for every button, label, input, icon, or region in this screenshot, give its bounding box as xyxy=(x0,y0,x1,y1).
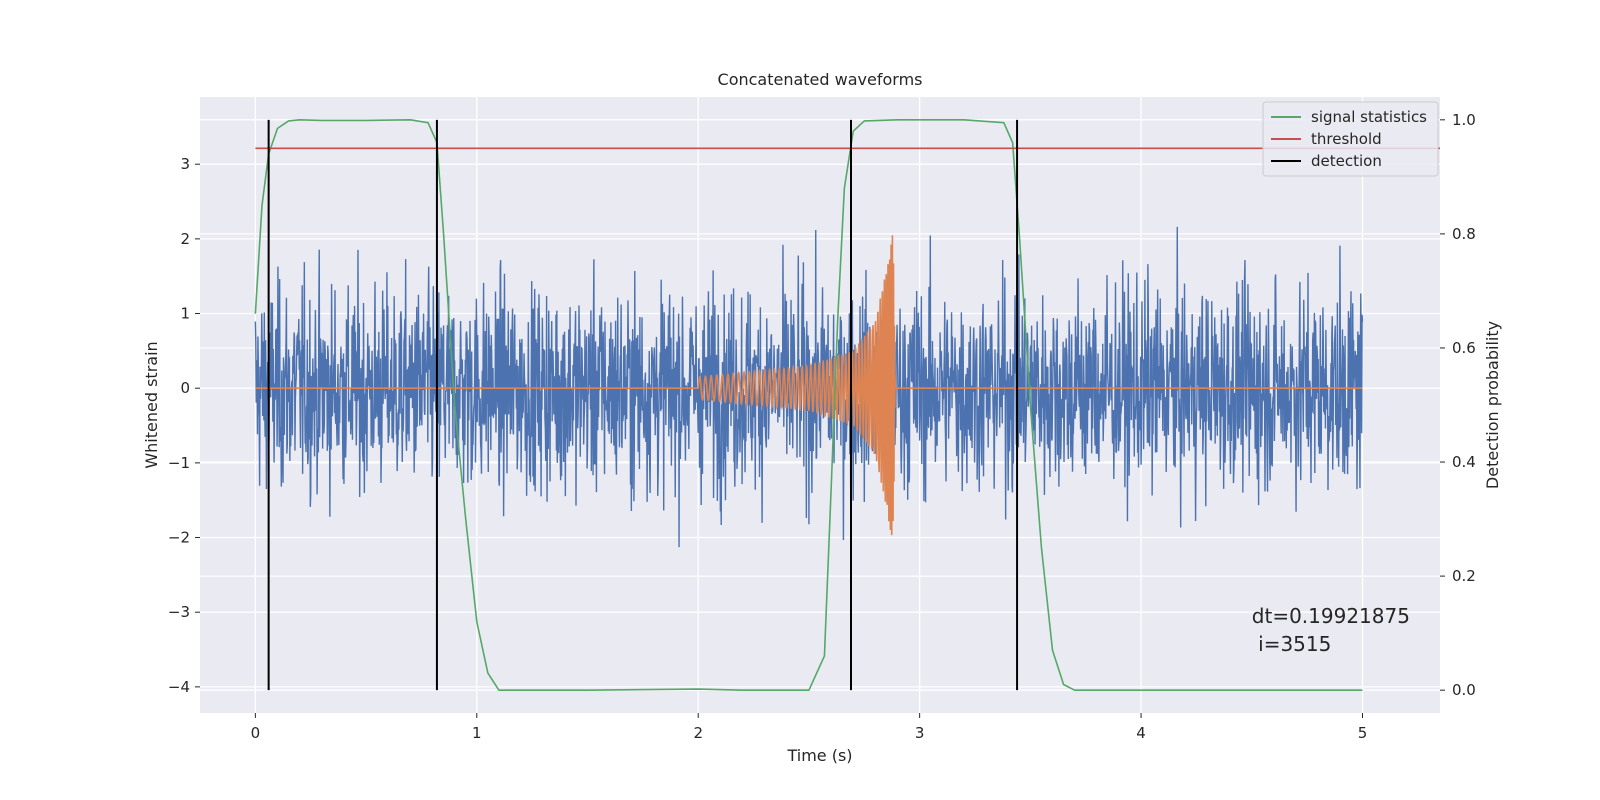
series-whitened-strain xyxy=(254,226,1364,548)
annotation-index: i=3515 xyxy=(1252,632,1332,656)
x-tick-label: 4 xyxy=(1136,724,1146,742)
legend-box xyxy=(1262,101,1439,177)
y-tick-label: −2 xyxy=(168,529,190,547)
series-layer xyxy=(254,119,1440,691)
y-tick-label: −1 xyxy=(168,454,190,472)
series-chirp-template xyxy=(255,235,1363,536)
y2-tick-label: 1.0 xyxy=(1452,111,1476,129)
x-tick-label: 5 xyxy=(1358,724,1368,742)
legend-label: threshold xyxy=(1311,130,1382,148)
y2-tick-label: 0.8 xyxy=(1452,225,1476,243)
series-signal-statistics xyxy=(254,119,1363,691)
y-tick-label: 0 xyxy=(180,379,190,397)
y2-tick-label: 0.6 xyxy=(1452,339,1476,357)
y2-tick-label: 0.0 xyxy=(1452,681,1476,699)
annotation-dt: dt=0.19921875 xyxy=(1252,604,1410,628)
legend-label: detection xyxy=(1311,152,1382,170)
legend-label: signal statistics xyxy=(1311,108,1427,126)
y-axis-label: Whitened strain xyxy=(142,341,161,468)
x-tick-label: 3 xyxy=(915,724,925,742)
y2-tick-label: 0.4 xyxy=(1452,453,1476,471)
y2-axis-label: Detection probability xyxy=(1483,321,1502,489)
x-tick-label: 2 xyxy=(693,724,703,742)
axes: 0 1 2 3 4 5 −4 −3 −2 −1 0 1 2 3 0.0 0.2 0.4 0.6 0.8 1.0 xyxy=(168,111,1476,742)
legend: signal statistics threshold detection xyxy=(1262,101,1439,177)
y-tick-label: −4 xyxy=(168,678,190,696)
x-axis-label: Time (s) xyxy=(786,746,852,765)
x-tick-label: 1 xyxy=(472,724,482,742)
x-tick-label: 0 xyxy=(251,724,261,742)
chart-title: Concatenated waveforms xyxy=(718,70,923,89)
y-tick-label: 3 xyxy=(180,155,190,173)
y-tick-label: −3 xyxy=(168,603,190,621)
y2-tick-label: 0.2 xyxy=(1452,567,1476,585)
y-tick-label: 2 xyxy=(180,230,190,248)
y-tick-label: 1 xyxy=(180,305,190,323)
